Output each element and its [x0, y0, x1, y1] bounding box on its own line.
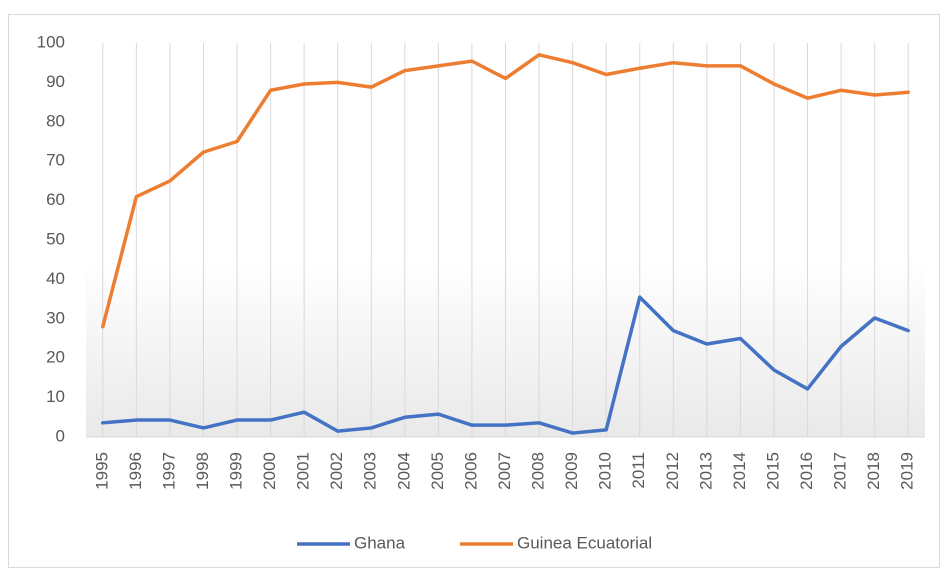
x-tick-label: 2018 [864, 452, 883, 490]
x-tick-label: 2006 [461, 452, 480, 490]
y-tick-label: 10 [46, 387, 65, 406]
x-tick-label: 1995 [92, 452, 111, 490]
x-tick-label: 2009 [562, 452, 581, 490]
y-tick-label: 30 [46, 308, 65, 327]
y-tick-label: 50 [46, 229, 65, 248]
x-tick-label: 2010 [596, 452, 615, 490]
legend-label: Ghana [354, 533, 406, 552]
y-tick-label: 100 [37, 32, 65, 51]
y-tick-label: 70 [46, 151, 65, 170]
y-tick-label: 80 [46, 111, 65, 130]
x-tick-label: 2002 [327, 452, 346, 490]
x-tick-label: 2003 [361, 452, 380, 490]
x-tick-label: 2007 [495, 452, 514, 490]
x-tick-label: 2016 [797, 452, 816, 490]
legend-label: Guinea Ecuatorial [517, 533, 652, 552]
x-tick-label: 2004 [394, 452, 413, 490]
x-tick-label: 2017 [831, 452, 850, 490]
x-tick-label: 2013 [696, 452, 715, 490]
x-tick-label: 1997 [159, 452, 178, 490]
x-tick-label: 2005 [428, 452, 447, 490]
x-tick-label: 2000 [260, 452, 279, 490]
y-tick-label: 0 [56, 426, 65, 445]
y-tick-label: 60 [46, 190, 65, 209]
x-tick-label: 2014 [730, 452, 749, 490]
x-tick-label: 2011 [629, 452, 648, 489]
x-tick-label: 2012 [663, 452, 682, 490]
series-line [101, 295, 910, 435]
series-line [101, 53, 910, 329]
y-tick-label: 40 [46, 269, 65, 288]
x-tick-label: 1999 [227, 452, 246, 490]
x-tick-label: 1998 [193, 452, 212, 490]
x-tick-label: 2019 [898, 452, 917, 490]
x-tick-label: 2001 [294, 452, 313, 490]
y-tick-label: 20 [46, 348, 65, 367]
x-tick-label: 2008 [529, 452, 548, 490]
x-tick-label: 2015 [763, 452, 782, 490]
x-tick-label: 1996 [126, 452, 145, 490]
y-tick-label: 90 [46, 72, 65, 91]
